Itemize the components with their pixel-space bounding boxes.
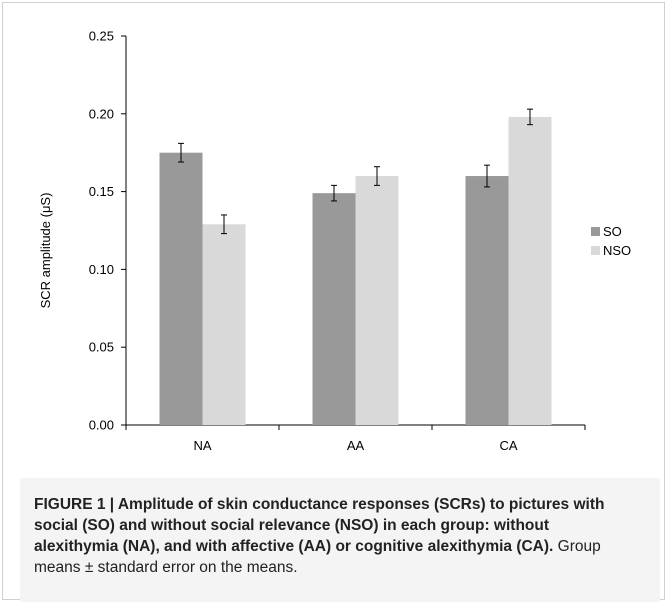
bar-chart: 0.00 0.05 0.10 0.15 0.20 0.25 SCR amplitude (μ… bbox=[38, 29, 631, 454]
chart-axes: 0.00 0.05 0.10 0.15 0.20 0.25 SCR amplitude (μ… bbox=[38, 29, 586, 453]
chart-bars bbox=[159, 116, 552, 426]
legend-label-so: SO bbox=[603, 224, 622, 239]
caption-note: Group means ± standard error on the mean… bbox=[34, 538, 601, 576]
bar-so bbox=[312, 193, 356, 425]
bar-nso bbox=[202, 224, 246, 425]
y-tick-label: 0.15 bbox=[89, 184, 114, 199]
x-tick-label: NA bbox=[193, 438, 211, 453]
chart-legend: SO NSO bbox=[591, 224, 631, 258]
y-tick-label: 0.00 bbox=[89, 418, 114, 433]
x-tick-label: CA bbox=[499, 438, 517, 453]
caption-label: FIGURE 1 | Amplitude of skin conductance… bbox=[34, 496, 605, 555]
legend-swatch-nso bbox=[591, 246, 600, 255]
legend-swatch-so bbox=[591, 227, 600, 236]
y-tick-label: 0.10 bbox=[89, 262, 114, 277]
chart-error-bars bbox=[178, 108, 533, 235]
bar-nso bbox=[355, 176, 399, 425]
figure-caption-box: FIGURE 1 | Amplitude of skin conductance… bbox=[20, 478, 660, 602]
legend-label-nso: NSO bbox=[603, 243, 631, 258]
figure-caption: FIGURE 1 | Amplitude of skin conductance… bbox=[34, 494, 634, 578]
bar-so bbox=[465, 176, 509, 425]
y-tick-label: 0.25 bbox=[89, 29, 114, 44]
y-tick-label: 0.20 bbox=[89, 106, 114, 121]
x-tick-label: AA bbox=[347, 438, 365, 453]
y-axis-label: SCR amplitude (μS) bbox=[38, 193, 53, 309]
bar-so bbox=[159, 152, 203, 425]
bar-nso bbox=[508, 116, 552, 426]
y-tick-label: 0.05 bbox=[89, 340, 114, 355]
